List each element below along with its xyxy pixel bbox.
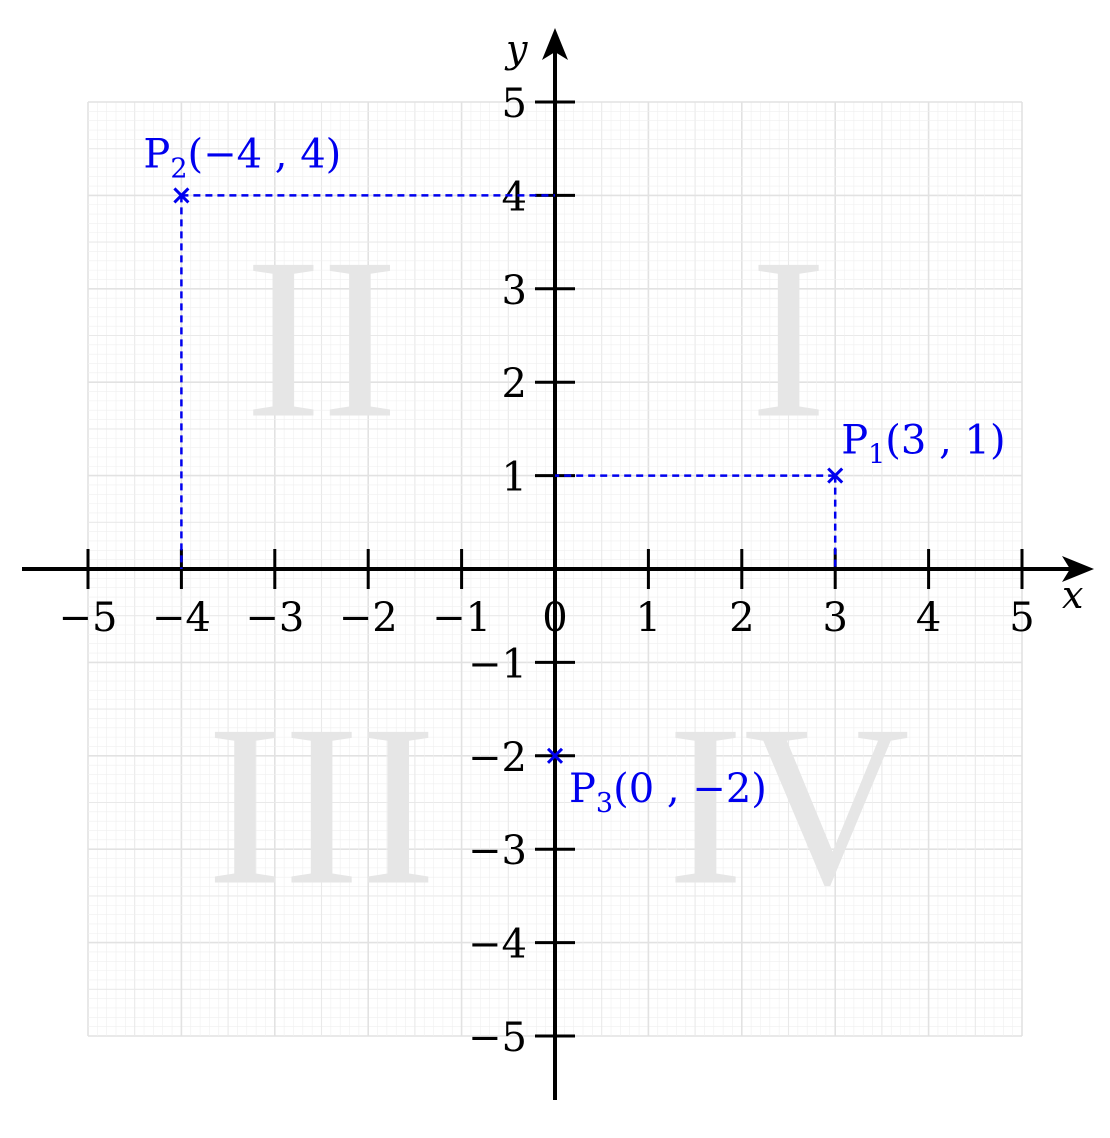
point-label: P1(3 , 1) [841, 418, 1005, 471]
y-tick-label: −2 [468, 735, 527, 781]
point-marker-icon [173, 187, 190, 204]
point-marker-icon [546, 747, 564, 764]
x-tick-label: −5 [59, 595, 118, 641]
x-axis-label: x [1062, 573, 1083, 617]
y-tick-label: 4 [502, 174, 527, 220]
point-guides [180, 194, 837, 569]
x-tick-label: 1 [636, 595, 661, 641]
quadrant-label: IV [667, 678, 910, 933]
y-axis-arrow-icon [542, 28, 568, 60]
y-tick-label: 2 [502, 361, 527, 407]
y-tick-label: −3 [468, 828, 527, 874]
quadrant-label: II [245, 211, 398, 466]
points: P1(3 , 1) P2(−4 , 4) P3(0 , −2) [143, 131, 1005, 818]
point-label: P3(0 , −2) [569, 766, 767, 819]
y-tick-label: −4 [468, 922, 527, 968]
x-axis-arrow-icon [1062, 556, 1094, 582]
x-tick-label: −4 [152, 595, 211, 641]
point-marker-icon [827, 467, 844, 484]
point-label: P2(−4 , 4) [143, 131, 341, 184]
x-tick-label: 3 [822, 595, 847, 641]
quadrant-label: I [750, 211, 827, 466]
y-tick-label: 5 [502, 81, 527, 127]
y-tick-label: −1 [468, 641, 527, 687]
x-tick-label: −2 [339, 595, 398, 641]
y-axis-label: y [504, 27, 528, 71]
x-tick-label: 2 [729, 595, 754, 641]
x-tick-label: −1 [432, 595, 491, 641]
ticks: −5 −4 −3 −2 −1 0 1 2 3 4 5 −5 −4 −3 −2 −1 1 2 3 4 5 [59, 81, 1035, 1061]
x-tick-label: 4 [916, 595, 941, 641]
y-tick-label: 1 [502, 455, 527, 501]
x-tick-label: 0 [542, 595, 567, 641]
x-tick-label: 5 [1009, 595, 1034, 641]
quadrant-label: III [207, 678, 437, 933]
x-tick-label: −3 [245, 595, 304, 641]
y-tick-label: 3 [502, 268, 527, 314]
y-tick-label: −5 [468, 1015, 527, 1061]
